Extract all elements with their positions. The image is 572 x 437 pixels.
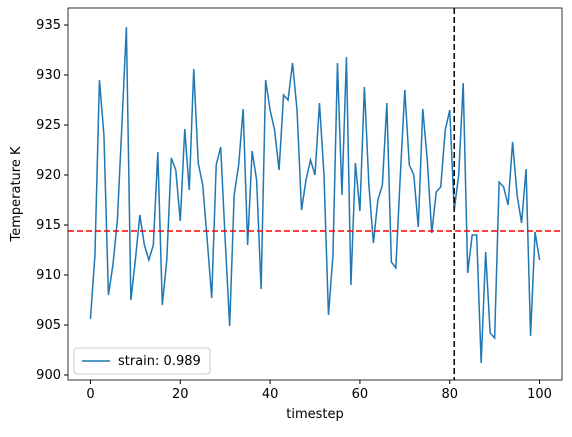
y-tick-label: 925	[36, 118, 61, 133]
y-tick-label: 900	[36, 368, 61, 383]
legend-label: strain: 0.989	[118, 354, 201, 369]
x-tick-label: 20	[172, 387, 189, 402]
x-tick-label: 100	[527, 387, 552, 402]
y-axis-label: Temperature K	[9, 146, 24, 242]
y-tick-label: 930	[36, 68, 61, 83]
legend-box	[73, 347, 211, 375]
y-tick-label: 915	[36, 218, 61, 233]
x-axis-label: timestep	[286, 407, 344, 422]
x-tick-label: 40	[262, 387, 279, 402]
y-tick-label: 905	[36, 318, 61, 333]
plot-frame	[67, 7, 563, 381]
y-tick-label: 910	[36, 268, 61, 283]
x-tick-label: 0	[86, 387, 94, 402]
y-tick-label: 920	[36, 168, 61, 183]
y-tick-label: 935	[36, 18, 61, 33]
x-tick-label: 80	[441, 387, 458, 402]
data-line	[89, 26, 541, 364]
x-tick-label: 60	[352, 387, 369, 402]
